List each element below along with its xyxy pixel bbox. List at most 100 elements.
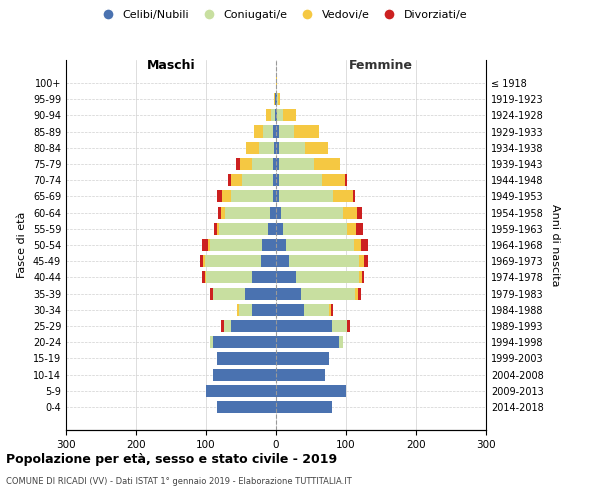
Bar bbox=[358, 288, 361, 300]
Bar bbox=[231, 174, 242, 186]
Text: Popolazione per età, sesso e stato civile - 2019: Popolazione per età, sesso e stato civil… bbox=[6, 452, 337, 466]
Bar bbox=[217, 352, 276, 364]
Bar bbox=[239, 304, 251, 316]
Bar bbox=[276, 336, 339, 348]
Bar bbox=[213, 288, 245, 300]
Bar bbox=[252, 158, 273, 170]
Bar bbox=[236, 158, 239, 170]
Bar bbox=[356, 206, 362, 218]
Bar bbox=[221, 206, 225, 218]
Bar bbox=[238, 304, 239, 316]
Bar bbox=[273, 126, 276, 138]
Bar bbox=[331, 304, 333, 316]
Bar bbox=[276, 126, 279, 138]
Bar bbox=[279, 142, 305, 154]
Bar bbox=[355, 239, 361, 251]
Bar bbox=[275, 93, 276, 105]
Y-axis label: Anni di nascita: Anni di nascita bbox=[550, 204, 560, 286]
Bar bbox=[276, 385, 346, 397]
Bar bbox=[347, 320, 350, 332]
Bar bbox=[262, 239, 276, 251]
Bar bbox=[356, 222, 363, 235]
Bar bbox=[273, 174, 276, 186]
Bar bbox=[294, 126, 319, 138]
Bar bbox=[222, 190, 230, 202]
Text: COMUNE DI RICADI (VV) - Dati ISTAT 1° gennaio 2019 - Elaborazione TUTTITALIA.IT: COMUNE DI RICADI (VV) - Dati ISTAT 1° ge… bbox=[6, 478, 352, 486]
Bar bbox=[271, 109, 275, 122]
Bar bbox=[259, 142, 274, 154]
Bar bbox=[218, 206, 221, 218]
Bar bbox=[276, 206, 281, 218]
Bar bbox=[359, 272, 362, 283]
Bar bbox=[339, 336, 343, 348]
Bar bbox=[274, 93, 275, 105]
Bar bbox=[343, 206, 356, 218]
Bar bbox=[254, 126, 263, 138]
Bar bbox=[251, 272, 276, 283]
Bar bbox=[228, 174, 231, 186]
Bar bbox=[276, 93, 277, 105]
Bar bbox=[205, 272, 206, 283]
Bar bbox=[265, 109, 271, 122]
Bar bbox=[276, 158, 279, 170]
Bar bbox=[359, 255, 364, 268]
Bar bbox=[276, 255, 289, 268]
Bar bbox=[278, 93, 280, 105]
Bar bbox=[202, 239, 208, 251]
Bar bbox=[260, 255, 276, 268]
Bar bbox=[276, 142, 279, 154]
Bar bbox=[223, 320, 230, 332]
Bar bbox=[361, 239, 368, 251]
Bar bbox=[276, 272, 296, 283]
Bar bbox=[206, 272, 251, 283]
Bar bbox=[279, 174, 322, 186]
Bar bbox=[275, 109, 276, 122]
Bar bbox=[242, 174, 273, 186]
Text: Maschi: Maschi bbox=[146, 60, 196, 72]
Bar bbox=[279, 190, 334, 202]
Bar bbox=[203, 255, 205, 268]
Bar bbox=[213, 336, 276, 348]
Bar bbox=[301, 288, 355, 300]
Bar bbox=[305, 142, 328, 154]
Bar bbox=[289, 255, 359, 268]
Bar bbox=[273, 158, 276, 170]
Bar bbox=[283, 222, 347, 235]
Bar bbox=[213, 368, 276, 381]
Bar bbox=[230, 190, 272, 202]
Bar bbox=[283, 109, 296, 122]
Bar bbox=[304, 304, 329, 316]
Bar bbox=[239, 158, 252, 170]
Bar bbox=[268, 222, 276, 235]
Bar bbox=[279, 158, 314, 170]
Bar bbox=[217, 401, 276, 413]
Bar bbox=[276, 174, 279, 186]
Bar bbox=[277, 109, 283, 122]
Bar bbox=[209, 239, 262, 251]
Bar bbox=[334, 190, 353, 202]
Bar bbox=[276, 352, 329, 364]
Bar bbox=[276, 320, 332, 332]
Bar bbox=[245, 288, 276, 300]
Bar bbox=[217, 190, 222, 202]
Bar bbox=[344, 174, 347, 186]
Bar bbox=[208, 239, 209, 251]
Bar bbox=[347, 222, 356, 235]
Bar bbox=[276, 109, 277, 122]
Bar bbox=[202, 272, 205, 283]
Bar bbox=[281, 206, 343, 218]
Bar bbox=[277, 93, 278, 105]
Bar bbox=[263, 126, 273, 138]
Bar bbox=[286, 239, 355, 251]
Bar bbox=[230, 320, 276, 332]
Bar bbox=[276, 77, 277, 89]
Bar bbox=[246, 142, 259, 154]
Bar bbox=[221, 320, 223, 332]
Bar bbox=[206, 385, 276, 397]
Bar bbox=[364, 255, 368, 268]
Bar bbox=[276, 368, 325, 381]
Bar bbox=[276, 190, 279, 202]
Bar bbox=[217, 222, 218, 235]
Bar bbox=[314, 158, 340, 170]
Bar bbox=[272, 190, 276, 202]
